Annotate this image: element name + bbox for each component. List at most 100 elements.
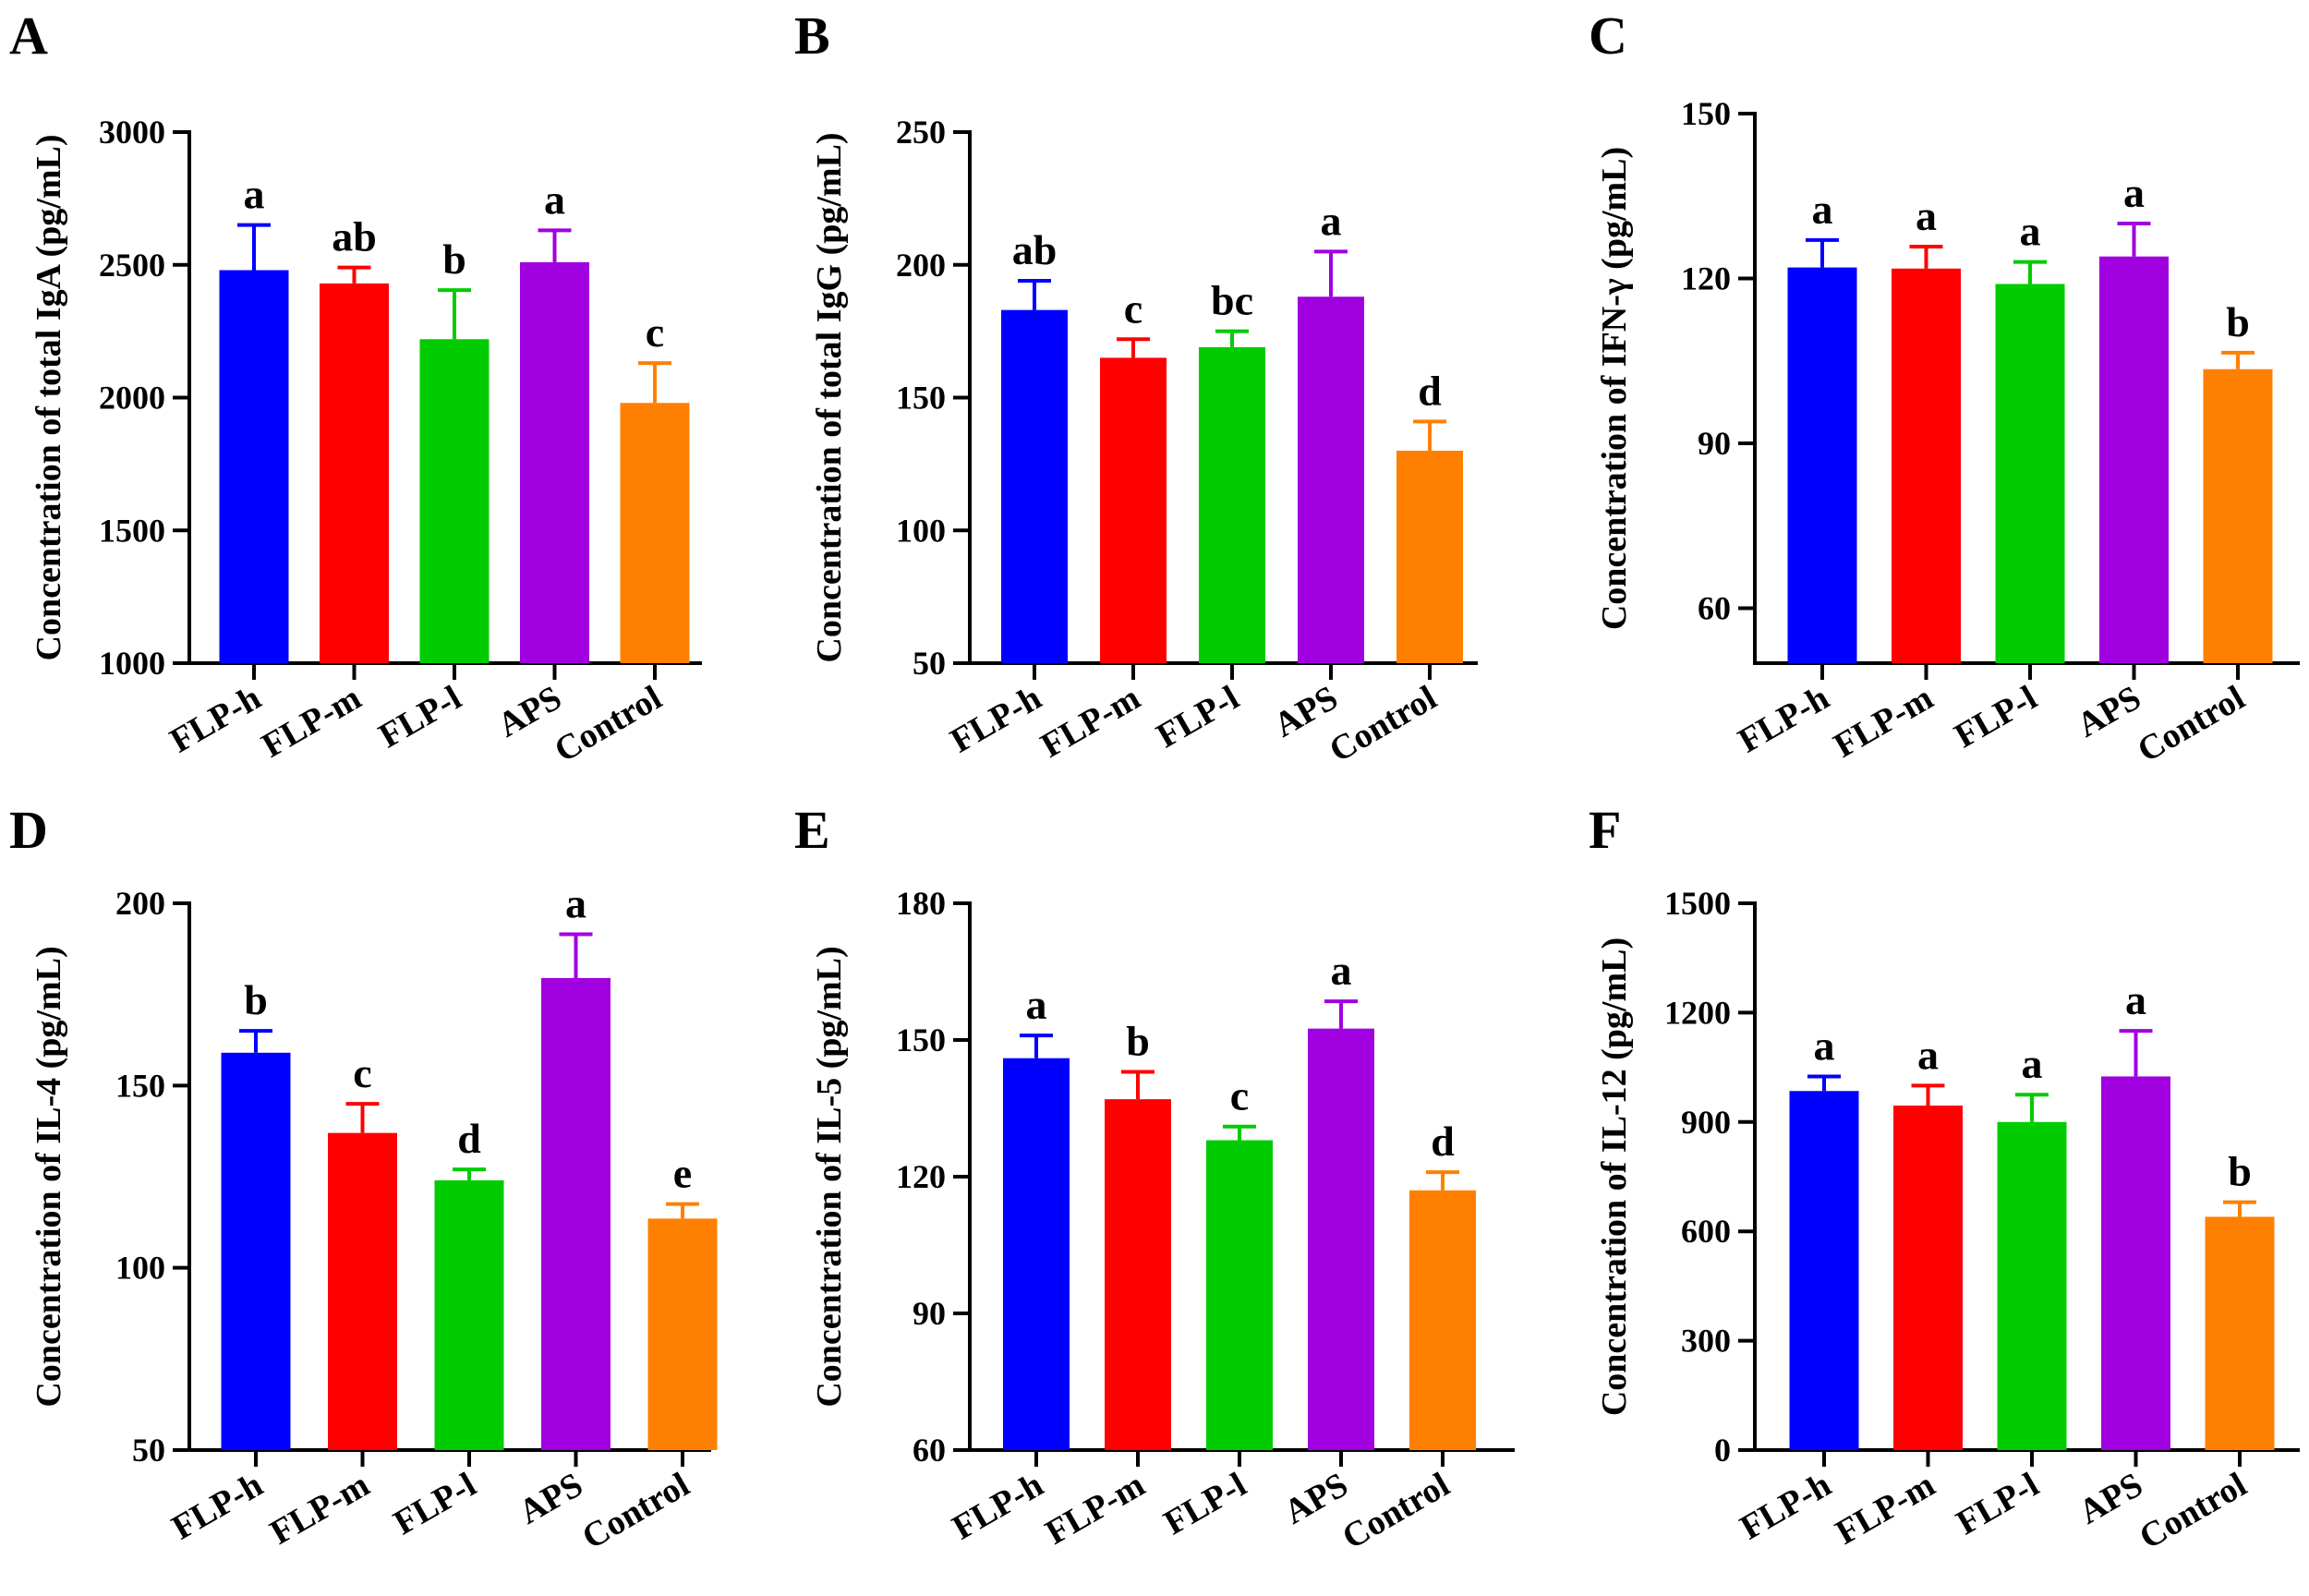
category-label: FLP-h — [165, 1465, 269, 1547]
category-label: FLP-l — [1157, 1465, 1252, 1542]
y-tick-label: 50 — [132, 1432, 165, 1469]
bar — [1409, 1190, 1476, 1450]
category-label: FLP-h — [944, 678, 1047, 760]
panel-letter: E — [794, 800, 830, 860]
category-label: Control — [1323, 678, 1443, 769]
y-tick-label: 90 — [1698, 425, 1731, 462]
y-axis-label: Concentration of IL-5 (pg/mL) — [810, 946, 849, 1407]
significance-letter: b — [2228, 1148, 2252, 1195]
bar — [1298, 296, 1364, 663]
significance-letter: a — [565, 880, 586, 927]
y-tick-label: 50 — [913, 645, 946, 682]
y-tick-label: 120 — [1681, 260, 1731, 297]
bar — [1308, 1028, 1374, 1450]
y-tick-label: 200 — [115, 885, 165, 922]
significance-letter: d — [457, 1115, 481, 1162]
bar — [1206, 1140, 1273, 1450]
category-label: FLP-h — [163, 678, 267, 760]
panel-letter: D — [9, 800, 48, 860]
y-tick-label: 300 — [1681, 1323, 1731, 1360]
y-tick-label: 0 — [1714, 1432, 1731, 1469]
category-label: FLP-m — [255, 678, 368, 765]
significance-letter: b — [442, 236, 466, 283]
significance-letter: a — [2123, 169, 2145, 216]
y-tick-label: 100 — [115, 1250, 165, 1287]
category-label: FLP-m — [1039, 1465, 1152, 1552]
significance-letter: c — [353, 1049, 371, 1096]
bar — [434, 1179, 504, 1450]
significance-letter: d — [1418, 367, 1442, 414]
category-label: FLP-l — [372, 678, 467, 756]
category-label: FLP-h — [1732, 678, 1835, 760]
significance-letter: a — [1814, 1022, 1835, 1069]
y-tick-label: 100 — [896, 512, 946, 549]
significance-letter: bc — [1211, 277, 1253, 324]
category-label: FLP-m — [263, 1465, 376, 1552]
significance-letter: a — [1331, 947, 1352, 994]
y-tick-label: 1000 — [99, 645, 165, 682]
y-tick-label: 90 — [913, 1295, 946, 1332]
significance-letter: a — [1916, 192, 1937, 239]
panel-letter: F — [1589, 800, 1621, 860]
bar — [2101, 1076, 2170, 1450]
bar — [219, 270, 289, 663]
chart-panel-a: A Concentration of total IgA (pg/mL) 1000 1… — [9, 6, 702, 770]
category-label: Control — [548, 678, 668, 769]
bar — [1100, 357, 1167, 663]
y-axis-label: Concentration of IL-4 (pg/mL) — [30, 946, 68, 1407]
category-label: FLP-h — [946, 1465, 1049, 1547]
y-tick-label: 150 — [896, 1022, 946, 1058]
bar — [2205, 1216, 2275, 1450]
bar — [1789, 1091, 1859, 1450]
panel-letter: C — [1589, 6, 1627, 66]
bar — [1893, 1106, 1963, 1450]
significance-letter: a — [1917, 1031, 1939, 1078]
significance-letter: d — [1431, 1118, 1455, 1165]
y-axis-label: Concentration of total IgG (pg/mL) — [810, 132, 849, 662]
y-tick-label: 150 — [115, 1067, 165, 1104]
y-tick-label: 600 — [1681, 1213, 1731, 1250]
significance-letter: a — [544, 175, 565, 223]
y-tick-label: 60 — [913, 1432, 946, 1469]
y-axis-label: Concentration of IL-12 (pg/mL) — [1595, 937, 1634, 1416]
chart-panel-c: C Concentration of IFN-γ (pg/mL) 60 90 120 15… — [1589, 6, 2300, 770]
y-tick-label: 2500 — [99, 247, 165, 284]
bar — [541, 977, 610, 1450]
y-tick-label: 900 — [1681, 1104, 1731, 1141]
significance-letter: a — [1812, 186, 1833, 233]
significance-letter: c — [1124, 284, 1142, 332]
chart-panel-b: B Concentration of total IgG (pg/mL) 50 100… — [794, 6, 1478, 770]
bar — [1396, 451, 1463, 663]
category-label: Control — [2131, 678, 2251, 769]
significance-letter: a — [1026, 981, 1047, 1028]
significance-letter: c — [646, 308, 664, 356]
chart-panel-e: E Concentration of IL-5 (pg/mL) 60 90 120 150… — [794, 800, 1515, 1557]
significance-letter: a — [2125, 976, 2146, 1023]
y-axis-label: Concentration of total IgA (pg/mL) — [30, 135, 68, 661]
bar — [320, 283, 389, 663]
y-tick-label: 3000 — [99, 114, 165, 151]
category-label: Control — [1336, 1465, 1456, 1556]
category-label: FLP-l — [1950, 1465, 2045, 1542]
y-tick-label: 1500 — [1664, 885, 1731, 922]
y-tick-label: 1200 — [1664, 994, 1731, 1031]
bar — [1105, 1099, 1171, 1450]
y-tick-label: 120 — [896, 1158, 946, 1195]
y-tick-label: 1500 — [99, 512, 165, 549]
y-tick-label: 200 — [896, 247, 946, 284]
bar — [2203, 369, 2273, 663]
bar — [1892, 268, 1961, 663]
bar — [1001, 309, 1068, 663]
category-label: FLP-l — [1150, 678, 1245, 756]
category-label: FLP-l — [1948, 678, 2043, 756]
y-tick-label: 60 — [1698, 590, 1731, 627]
significance-letter: a — [2022, 1040, 2043, 1087]
category-label: FLP-m — [1034, 678, 1147, 765]
y-tick-label: 250 — [896, 114, 946, 151]
significance-letter: a — [2020, 208, 2041, 255]
chart-panel-f: F Concentration of IL-12 (pg/mL) 0 300 600 90… — [1589, 800, 2300, 1557]
significance-letter: ab — [1012, 226, 1058, 273]
category-label: FLP-h — [1734, 1465, 1837, 1547]
significance-letter: a — [1321, 197, 1342, 244]
